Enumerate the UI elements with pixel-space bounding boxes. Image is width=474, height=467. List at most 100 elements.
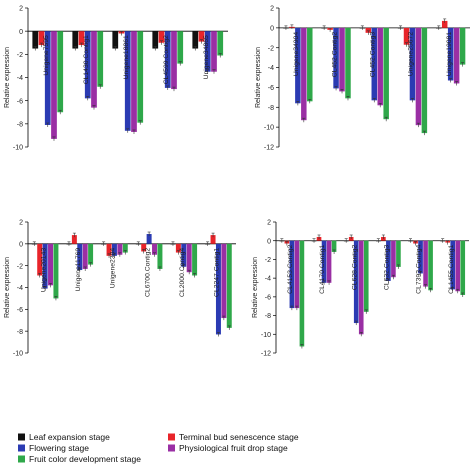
bar-flowering: [77, 243, 83, 271]
bar-flowering: [450, 240, 456, 290]
bar-leaf: [112, 31, 119, 49]
bar-flowering: [371, 27, 378, 101]
y-tick-label: -10: [264, 125, 274, 132]
chart-panel-3: 2 0 -2 -4 -6 -8 -10 Relative expression Unigene2…: [4, 220, 236, 358]
category-label: Unigene34904: [293, 32, 300, 76]
category-label: CL1455.Contig1: [448, 244, 455, 293]
bar-physiological: [326, 240, 332, 283]
bar-fruit_color: [459, 27, 466, 65]
y-tick-label: 0: [270, 25, 274, 32]
y-tick-label: -6: [268, 85, 274, 92]
bar-leaf: [72, 31, 79, 49]
y-tick-label: -6: [17, 307, 23, 314]
y-tick-label: 0: [267, 238, 271, 245]
bar-fruit_color: [428, 240, 433, 291]
legend-label-physiological: Physiological fruit drop stage: [179, 443, 288, 453]
bar-fruit_color: [122, 243, 128, 253]
legend-label-flowering: Flowering stage: [29, 443, 89, 453]
legend: Leaf expansion stage Terminal bud senesce…: [18, 432, 299, 464]
category-label: CL632.Contig3: [384, 245, 391, 291]
bar-physiological: [339, 27, 345, 92]
bar-flowering: [353, 240, 359, 324]
bar-fruit_color: [88, 243, 94, 265]
bar-physiological: [391, 240, 396, 278]
bar-fruit_color: [177, 31, 184, 64]
bar-fruit_color: [299, 240, 305, 347]
category-label: Unigene7595: [43, 35, 50, 76]
y-axis-title: Relative expression: [252, 257, 259, 318]
legend-swatch-leaf: [18, 433, 25, 441]
bar-flowering: [204, 31, 211, 72]
bar-terminal: [210, 235, 216, 244]
bar-terminal: [38, 31, 45, 46]
y-tick-label: -2: [265, 257, 271, 264]
y-tick-label: -12: [264, 145, 274, 152]
chart-panels: 2 0 -2 -4 -6 -8 -10 Relative expression Unigene7…: [4, 6, 470, 358]
bar-physiological: [415, 27, 422, 126]
chart-panel-2: 2 0 -2 -4 -6 -8 -10 -12 Relative expression Unige…: [255, 6, 470, 152]
chart-panel-4: 2 0 -2 -4 -6 -8 -10 -12 Relative expression CL415…: [252, 220, 469, 358]
bar-fruit_color: [53, 243, 59, 299]
bar-flowering: [84, 31, 91, 99]
category-label: Unigene11769: [75, 248, 82, 292]
bar-flowering: [321, 240, 327, 283]
y-tick-label: 0: [19, 241, 23, 248]
category-label: Unigene34865: [203, 35, 210, 79]
chart-panel-1: 2 0 -2 -4 -6 -8 -10 Relative expression Unigene7…: [4, 6, 228, 152]
category-label: CL2247.Contig1: [214, 248, 221, 297]
y-tick-label: 0: [19, 29, 23, 36]
y-tick-label: 2: [19, 6, 23, 13]
bar-fruit_color: [217, 31, 224, 56]
category-label: CL452.Contig2: [331, 32, 338, 78]
bar-fruit_color: [137, 31, 144, 123]
bar-terminal: [78, 31, 85, 46]
bar-fruit_color: [345, 27, 351, 99]
category-label: Unigene19081: [446, 32, 453, 76]
bar-physiological: [221, 243, 227, 319]
bar-terminal: [71, 235, 77, 244]
bar-flowering: [418, 240, 423, 274]
bar-leaf: [152, 31, 159, 49]
bar-flowering: [409, 27, 416, 101]
bar-flowering: [44, 31, 51, 125]
bar-flowering: [164, 31, 171, 88]
bar-fruit_color: [192, 243, 198, 276]
bar-physiological: [453, 27, 460, 84]
category-label: CL4170.Contig1: [319, 244, 326, 293]
legend-swatch-flowering: [18, 444, 25, 452]
y-axis-title: Relative expression: [4, 47, 11, 108]
y-tick-label: 2: [19, 220, 23, 227]
bar-fruit_color: [460, 240, 466, 295]
bar-fruit_color: [331, 240, 337, 252]
y-tick-label: 2: [270, 6, 274, 13]
y-tick-label: -10: [13, 351, 23, 358]
bar-fruit_color: [307, 27, 313, 102]
bar-flowering: [386, 240, 391, 281]
bar-flowering: [111, 243, 117, 256]
y-tick-label: -2: [268, 45, 274, 52]
category-label: CL1430.Contig1: [83, 35, 90, 84]
bar-fruit_color: [57, 31, 64, 113]
bar-leaf: [192, 31, 199, 49]
bar-fruit_color: [97, 31, 104, 87]
category-label: Unigene20143: [40, 248, 47, 292]
bar-fruit_color: [157, 243, 163, 269]
bar-flowering: [447, 27, 454, 81]
y-tick-label: -2: [17, 52, 23, 59]
legend-swatch-physiological: [168, 444, 175, 452]
category-label: CL452.Contig3: [370, 32, 377, 78]
bar-flowering: [295, 27, 301, 104]
bar-physiological: [131, 31, 137, 132]
bar-flowering: [215, 243, 221, 335]
bar-flowering: [146, 234, 152, 244]
bar-physiological: [48, 243, 54, 286]
bar-physiological: [171, 31, 177, 90]
bar-physiological: [51, 31, 57, 139]
y-tick-label: -8: [268, 105, 274, 112]
y-tick-label: -4: [268, 65, 274, 72]
bar-leaf: [32, 31, 39, 49]
y-axis-title: Relative expression: [255, 47, 262, 108]
category-label: CL6700.Contig2: [144, 248, 151, 297]
category-label: Unigene18861: [123, 35, 130, 79]
y-tick-label: -6: [17, 98, 23, 105]
